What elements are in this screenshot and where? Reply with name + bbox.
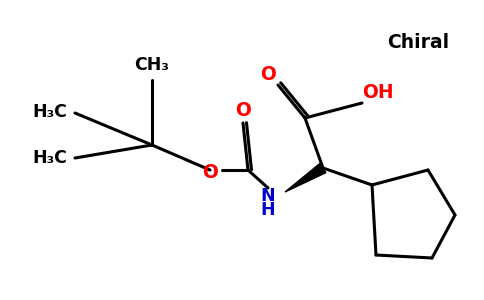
Text: O: O — [202, 163, 218, 182]
Text: N: N — [261, 187, 275, 205]
Text: H₃C: H₃C — [32, 149, 67, 167]
Text: O: O — [260, 65, 276, 85]
Text: Chiral: Chiral — [387, 32, 449, 52]
Polygon shape — [285, 163, 326, 192]
Text: O: O — [235, 100, 251, 119]
Text: OH: OH — [362, 82, 394, 101]
Text: H: H — [261, 201, 275, 219]
Text: H₃C: H₃C — [32, 103, 67, 121]
Text: CH₃: CH₃ — [135, 56, 169, 74]
